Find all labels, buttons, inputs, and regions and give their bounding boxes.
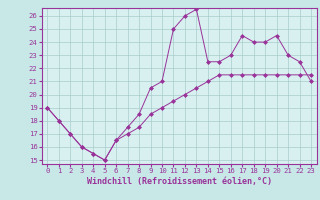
- X-axis label: Windchill (Refroidissement éolien,°C): Windchill (Refroidissement éolien,°C): [87, 177, 272, 186]
